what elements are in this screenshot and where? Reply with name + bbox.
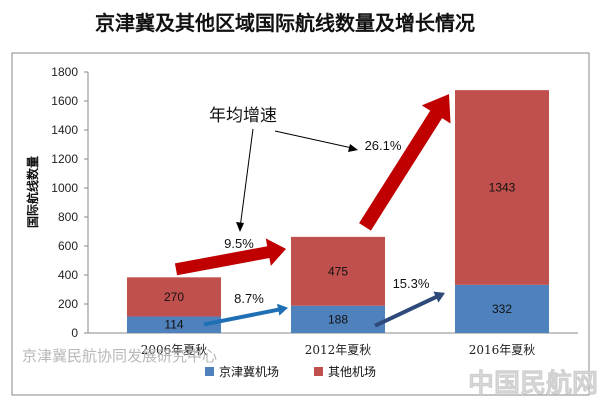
legend-label: 京津冀机场 [219, 365, 279, 379]
y-tick-label: 200 [58, 297, 78, 311]
bar-jjj [291, 305, 385, 333]
pointer-head [236, 222, 244, 232]
growth-arrow-jjj-2006-2012 [203, 303, 288, 327]
bar-value-label: 475 [328, 264, 348, 278]
bar-other [127, 277, 221, 317]
watermark-logo: 中国民航网 [468, 368, 598, 399]
bar-other [455, 90, 549, 285]
bar-value-label: 188 [328, 312, 348, 326]
x-tick-label: 2012年夏秋 [305, 343, 372, 357]
bar-jjj [455, 284, 549, 333]
bar-value-label: 332 [492, 302, 512, 316]
growth-arrow-other-2012-2016 [359, 94, 451, 231]
bar-value-label: 114 [164, 318, 183, 332]
x-tick-label: 2006年夏秋 [141, 343, 208, 357]
bars: 114 270 2006年夏秋 188 475 2012年夏秋 332 1343 2016年夏秋 [127, 90, 549, 357]
y-tick-label: 600 [58, 239, 78, 253]
x-tick-label: 2016年夏秋 [469, 343, 536, 357]
growth-heading: 年均增速 [209, 106, 277, 126]
y-tick-label: 1600 [51, 94, 78, 108]
watermark-text: 京津冀民航协同发展研究中心 [22, 347, 217, 365]
y-tick-label: 1800 [51, 65, 78, 79]
pointer-line [239, 128, 254, 229]
growth-rate-other-2: 26.1% [365, 138, 402, 153]
y-tick-label: 1000 [51, 181, 78, 195]
chart-frame [11, 52, 590, 396]
y-tick-label: 400 [58, 268, 78, 282]
growth-arrow-jjj-2012-2016 [374, 291, 445, 328]
y-tick-label: 0 [71, 326, 78, 340]
bar-jjj [127, 316, 221, 333]
annotations: 年均增速 9.5% 26.1% 8.7% 15.3% [209, 106, 430, 306]
legend: 京津冀机场 其他机场 [205, 365, 376, 379]
legend-swatch [314, 367, 323, 376]
legend-label: 其他机场 [328, 365, 376, 379]
chart-title: 京津冀及其他区域国际航线数量及增长情况 [95, 11, 475, 35]
legend-swatch [205, 367, 214, 376]
y-axis: 0 200 400 600 800 1000 1200 1400 1600 1800 [51, 65, 578, 340]
growth-arrows [174, 94, 451, 328]
y-tick-label: 800 [58, 210, 78, 224]
growth-rate-jjj-1: 8.7% [234, 291, 264, 306]
growth-rate-jjj-2: 15.3% [393, 276, 430, 291]
bar-other [291, 236, 385, 306]
bar-value-label: 270 [164, 290, 184, 304]
y-tick-label: 1200 [51, 152, 78, 166]
y-axis-label: 国际航线数量 [25, 156, 40, 228]
pointer-line [274, 130, 353, 149]
growth-arrow-other-2006-2012 [174, 238, 286, 276]
y-tick-label: 1400 [51, 123, 78, 137]
pointer-head [348, 144, 358, 152]
bar-value-label: 1343 [489, 180, 516, 194]
growth-rate-other-1: 9.5% [224, 236, 254, 251]
